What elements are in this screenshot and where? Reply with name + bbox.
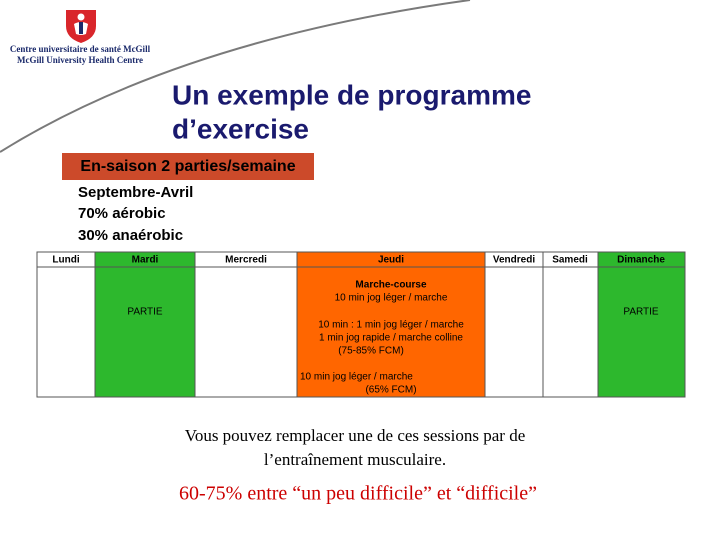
cell-text: Marche-course xyxy=(355,280,427,291)
title: d’exercise xyxy=(172,113,309,144)
season-text: En-saison 2 parties/semaine xyxy=(80,158,295,175)
footer-text: Vous pouvez remplacer une de ces session… xyxy=(185,426,526,445)
cell-text: 10 min : 1 min jog léger / marche xyxy=(318,320,464,331)
day-header: Samedi xyxy=(552,255,588,266)
day-header: Dimanche xyxy=(617,255,665,266)
detail: 30% anaérobic xyxy=(78,227,183,244)
cell-text: 10 min jog léger / marche xyxy=(335,293,448,304)
detail: Septembre-Avril xyxy=(78,184,193,201)
detail: 70% aérobic xyxy=(78,205,166,222)
cell-text: 1 min jog rapide / marche colline xyxy=(319,333,463,344)
swoosh xyxy=(0,0,471,153)
logo xyxy=(66,10,96,43)
cell-text: (75-85% FCM) xyxy=(338,346,404,357)
cell-text: PARTIE xyxy=(623,307,659,318)
cell-text: (65% FCM) xyxy=(365,385,416,396)
day-header: Mardi xyxy=(132,255,159,266)
cell-text: 10 min jog léger / marche xyxy=(300,372,413,383)
day-header: Jeudi xyxy=(378,255,404,266)
institution: McGill University Health Centre xyxy=(17,55,143,65)
day-header: Lundi xyxy=(52,255,79,266)
title: Un exemple de programme xyxy=(172,79,531,110)
highlight-text: 60-75% entre “un peu difficile” et “diff… xyxy=(179,483,537,505)
cell-text: PARTIE xyxy=(127,307,163,318)
day-header: Vendredi xyxy=(493,255,535,266)
day-header: Mercredi xyxy=(225,255,267,266)
schedule-table xyxy=(36,251,686,398)
footer-text: l’entraînement musculaire. xyxy=(264,450,446,469)
season-box xyxy=(62,153,314,180)
institution: Centre universitaire de santé McGill xyxy=(10,44,151,54)
